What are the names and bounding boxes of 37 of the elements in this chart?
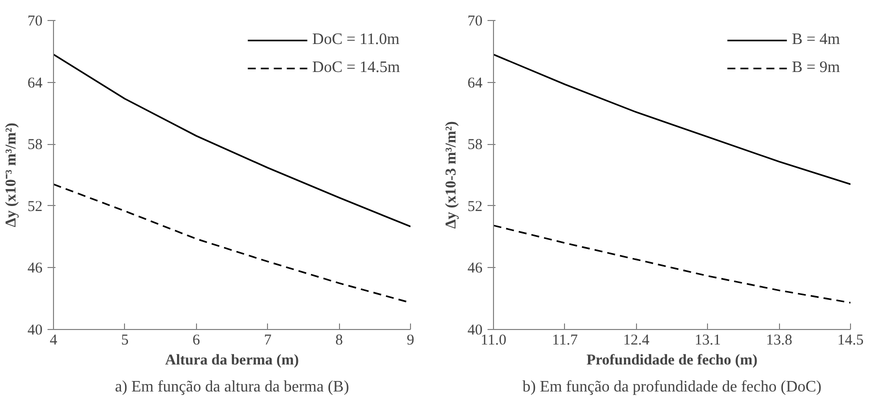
- y-tick-label: 46: [28, 260, 43, 277]
- x-axis-title: Altura da berma (m): [165, 352, 299, 368]
- x-tick-label: 13.1: [694, 332, 721, 348]
- x-tick-label: 4: [50, 332, 58, 348]
- y-tick-label: 58: [468, 137, 482, 154]
- x-tick-label: 6: [192, 332, 201, 348]
- y-axis-title: Δy (x10-3 m³/m²): [444, 121, 460, 229]
- y-tick-label: 40: [468, 322, 482, 338]
- x-tick-label: 9: [406, 332, 414, 348]
- line-series: [494, 54, 850, 186]
- y-tick-label: 70: [468, 14, 482, 30]
- y-tick-label: 52: [28, 198, 42, 215]
- text: a) Em função da altura da berma (B): [114, 378, 350, 396]
- legend-label: B = 4m: [792, 31, 840, 49]
- y-tick-label: 46: [468, 260, 483, 277]
- line-series: [494, 224, 850, 304]
- y-tick-label: 58: [28, 137, 42, 154]
- x-tick-label: 11.0: [480, 332, 506, 348]
- x-tick-label: 7: [264, 332, 272, 348]
- x-tick-label: 11.7: [552, 332, 578, 348]
- x-tick-label: 12.4: [623, 332, 650, 348]
- line-series: [54, 54, 410, 228]
- x-tick-label: 13.8: [766, 332, 792, 348]
- legend-label: B = 9m: [792, 59, 840, 77]
- y-tick-label: 70: [28, 14, 42, 30]
- y-tick-label: 40: [28, 322, 42, 338]
- legend-label: DoC = 14.5m: [312, 59, 400, 77]
- x-tick-label: 8: [335, 332, 343, 348]
- legend-label: DoC = 11.0m: [312, 31, 400, 49]
- y-tick-label: 64: [468, 75, 483, 92]
- y-axis-title: Δy (x10⁻³ m³/m²): [4, 122, 20, 228]
- x-tick-label: 14.5: [837, 332, 864, 348]
- text: b) Em função da profundidade de fecho (DoC): [522, 378, 822, 396]
- y-tick-label: 64: [28, 75, 43, 92]
- x-axis-title: Profundidade de fecho (m): [586, 352, 758, 368]
- x-tick-label: 5: [121, 332, 129, 348]
- y-tick-label: 52: [468, 198, 482, 215]
